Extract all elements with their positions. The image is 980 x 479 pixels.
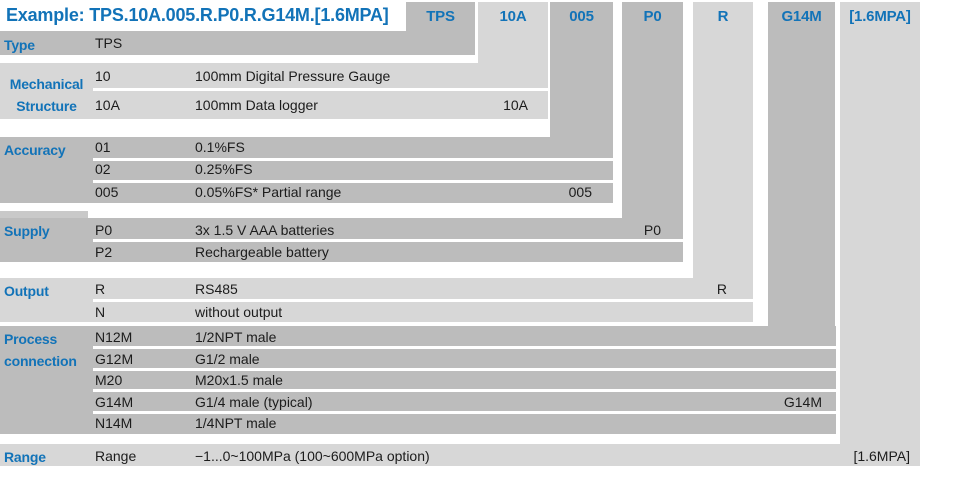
section-label-mechanical-structure: Mechanical Structure [0, 73, 93, 117]
code-range: Range [95, 448, 137, 464]
band-range [0, 444, 918, 466]
band-process-connection [0, 326, 836, 434]
code-g14m: G14M [95, 394, 134, 410]
desc-005: 0.05%FS* Partial range [195, 184, 342, 200]
code-r: R [95, 281, 106, 297]
row-separator [93, 239, 683, 242]
code-10a: 10A [95, 97, 120, 113]
header-code-tps: TPS [426, 8, 455, 25]
section-label-process-connection: Process connection [4, 328, 77, 372]
desc-r: RS485 [195, 281, 238, 297]
row-separator [93, 368, 836, 371]
section-label-supply: Supply [4, 223, 50, 239]
code-n12m: N12M [95, 329, 133, 345]
header-code-range: [1.6MPA] [849, 8, 911, 25]
desc-range: −1...0~100MPa (100~600MPa option) [195, 448, 430, 464]
selected-code-g14m: G14M [783, 394, 822, 410]
section-label-line: Process [4, 331, 58, 347]
desc-n12m: 1/2NPT male [195, 329, 277, 345]
section-label-range: Range [4, 449, 46, 465]
desc-n14m: 1/4NPT male [195, 415, 277, 431]
code-01: 01 [95, 139, 111, 155]
selected-code-p0: P0 [643, 222, 661, 238]
header-code-g14m: G14M [781, 8, 822, 25]
desc-10a: 100mm Data logger [195, 97, 318, 113]
header-code-r: R [717, 8, 729, 25]
row-separator [93, 346, 836, 349]
desc-p0: 3x 1.5 V AAA batteries [195, 222, 335, 238]
desc-m20: M20x1.5 male [195, 372, 283, 388]
row-separator [93, 411, 836, 414]
band-mechanical-structure [0, 63, 548, 119]
code-p2: P2 [95, 244, 113, 260]
section-label-type: Type [4, 37, 35, 53]
selected-code-10a: 10A [503, 97, 528, 113]
column-strip-range: [1.6MPA] [840, 2, 920, 466]
row-separator [93, 389, 836, 392]
desc-01: 0.1%FS [195, 139, 245, 155]
code-005: 005 [95, 184, 119, 200]
code-p0: P0 [95, 222, 113, 238]
band-accuracy [0, 137, 613, 203]
column-strip-r: R [693, 2, 753, 322]
code-10: 10 [95, 68, 111, 84]
desc-02: 0.25%FS [195, 161, 253, 177]
code-tps: TPS [95, 35, 123, 51]
section-label-output: Output [4, 283, 49, 299]
row-separator [93, 88, 548, 91]
example-code-line: Example: TPS.10A.005.R.P0.R.G14M.[1.6MPA… [6, 5, 389, 25]
selected-code-r: R [716, 281, 727, 297]
header-code-005: 005 [569, 8, 594, 25]
row-separator [93, 180, 613, 183]
row-separator [93, 299, 753, 302]
band-supply-notch [0, 211, 88, 218]
header-code-10a: 10A [499, 8, 527, 25]
desc-g12m: G1/2 male [195, 351, 260, 367]
code-g12m: G12M [95, 351, 134, 367]
selected-code-range: [1.6MPA] [853, 448, 910, 464]
desc-10: 100mm Digital Pressure Gauge [195, 68, 391, 84]
desc-p2: Rechargeable battery [195, 244, 329, 260]
code-n14m: N14M [95, 415, 133, 431]
selected-code-005: 005 [568, 184, 592, 200]
code-n: N [95, 304, 106, 320]
section-label-line: connection [4, 353, 77, 369]
row-separator [93, 158, 613, 161]
desc-g14m: G1/4 male (typical) [195, 394, 313, 410]
section-label-line: Mechanical [9, 76, 84, 92]
header-code-p0: P0 [643, 8, 662, 25]
desc-n: without output [195, 304, 283, 320]
band-type [0, 31, 475, 55]
code-m20: M20 [95, 372, 123, 388]
section-label-line: Structure [16, 98, 77, 114]
code-02: 02 [95, 161, 111, 177]
section-label-accuracy: Accuracy [4, 142, 66, 158]
